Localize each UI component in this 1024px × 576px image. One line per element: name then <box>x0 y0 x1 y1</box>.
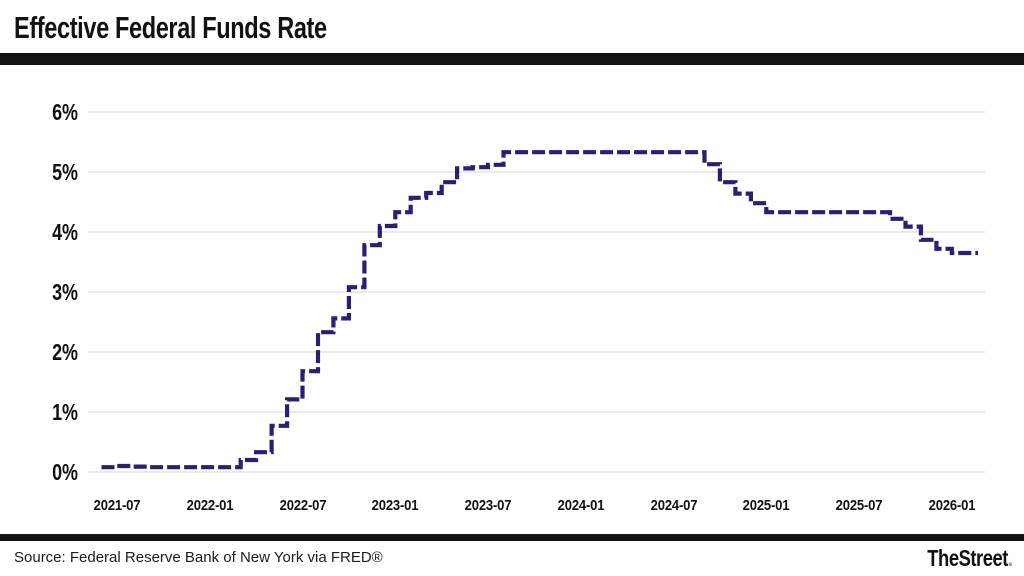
top-divider-bar <box>0 53 1024 65</box>
x-tick-label-2024-07: 2024-07 <box>650 498 697 514</box>
x-tick-label-2022-01: 2022-01 <box>186 498 234 514</box>
x-tick-label-2024-01: 2024-01 <box>557 498 605 514</box>
x-tick-label-2021-07: 2021-07 <box>93 498 141 514</box>
thestreet-logo-text: TheStreet <box>926 545 1008 571</box>
x-tick-label-2026-01: 2026-01 <box>928 498 976 514</box>
source-credit: Source: Federal Reserve Bank of New York… <box>14 549 383 566</box>
chart-title: Effective Federal Funds Rate <box>14 10 327 45</box>
y-tick-label-5%: 5% <box>52 159 78 185</box>
y-tick-label-3%: 3% <box>52 279 78 305</box>
y-tick-label-2%: 2% <box>52 339 78 365</box>
thestreet-logo: TheStreet. <box>926 545 1013 572</box>
x-tick-label-2025-07: 2025-07 <box>835 498 883 514</box>
y-tick-label-0%: 0% <box>52 459 78 485</box>
y-tick-label-1%: 1% <box>52 399 78 425</box>
y-tick-label-6%: 6% <box>52 99 78 125</box>
x-tick-label-2023-01: 2023-01 <box>371 498 419 514</box>
effr-line-series <box>101 150 978 470</box>
x-tick-label-2022-07: 2022-07 <box>279 498 326 514</box>
y-tick-label-4%: 4% <box>52 219 78 245</box>
bottom-divider-bar <box>0 534 1024 541</box>
x-tick-label-2023-07: 2023-07 <box>464 498 512 514</box>
thestreet-logo-dot: . <box>1007 545 1012 571</box>
x-tick-label-2025-01: 2025-01 <box>742 498 790 514</box>
